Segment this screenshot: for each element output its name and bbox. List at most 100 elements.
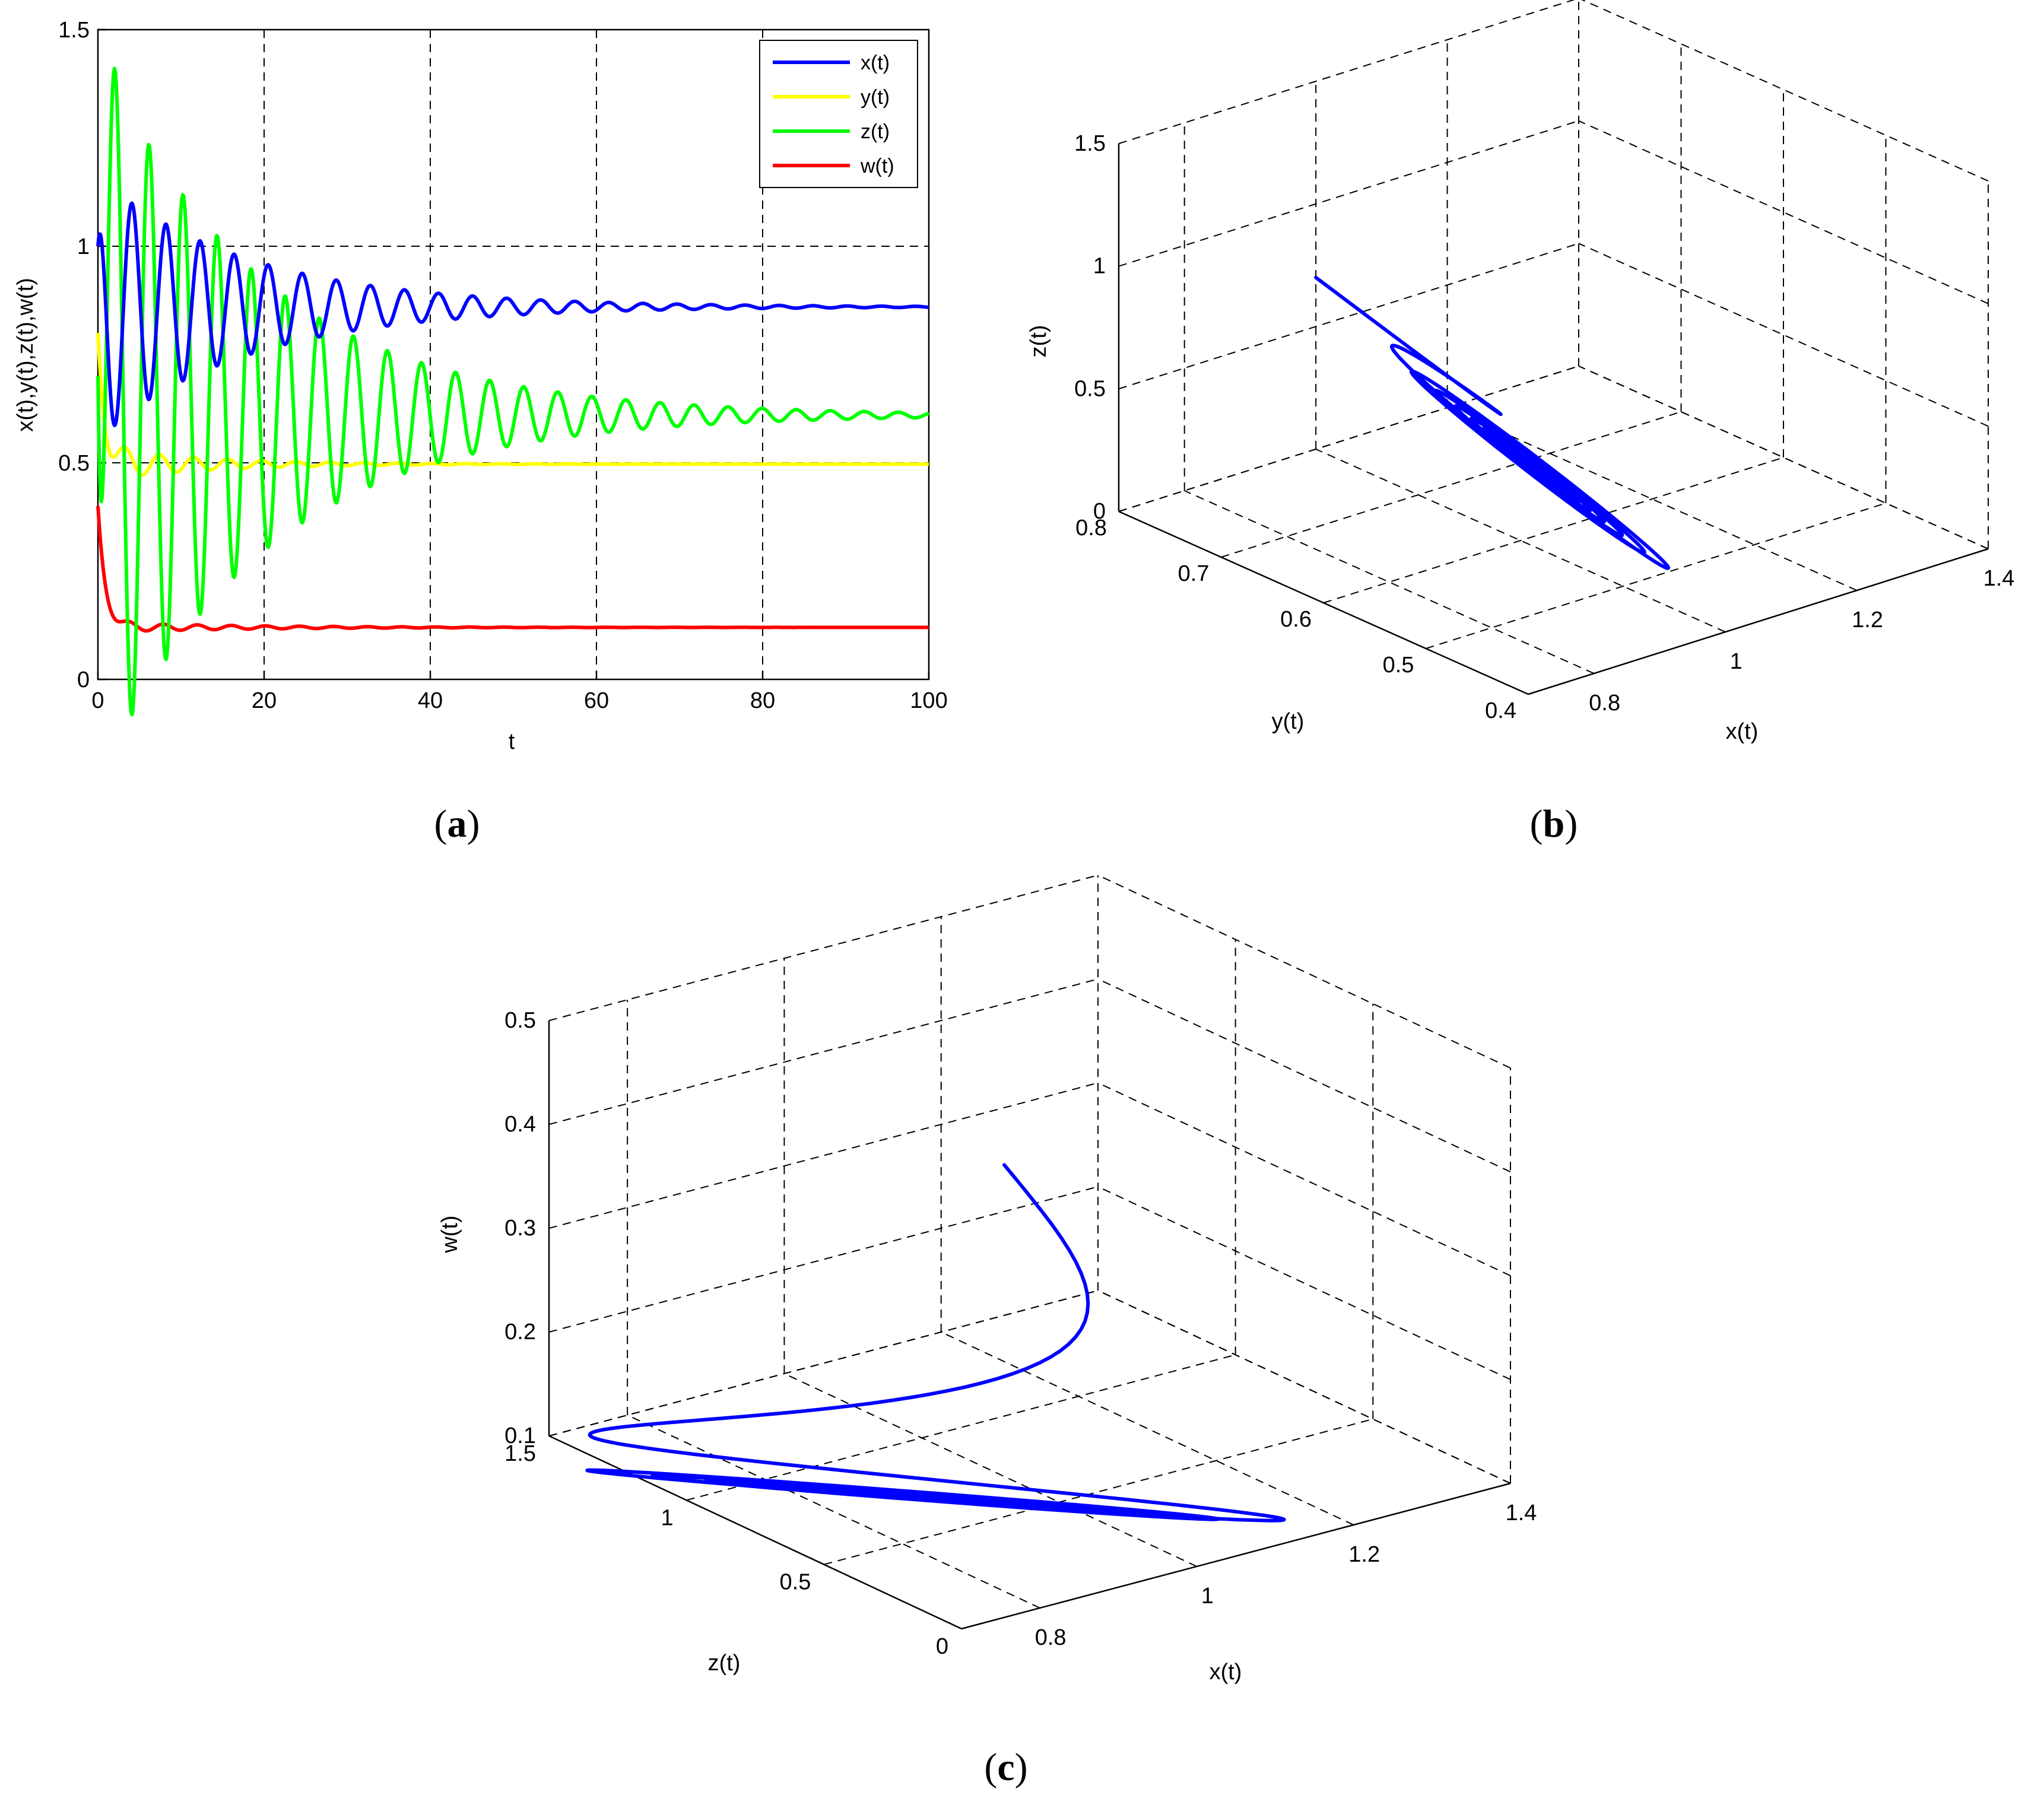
panel-b-ylabel: y(t): [1272, 709, 1305, 734]
panel-a-xtick-label: 0: [91, 688, 104, 713]
panel-c-y-axis: [548, 1435, 962, 1630]
panel-c-floor-grid: [548, 1290, 1099, 1436]
panel-c-floor-grid: [627, 1415, 1040, 1609]
panel-a-xlabel: t: [509, 729, 515, 754]
panel-b-floor-grid: [1447, 407, 1857, 591]
panel-b-ztick-label: 0: [1093, 499, 1106, 524]
panel-c-xtick-label: 0.8: [1035, 1625, 1067, 1650]
panel-b-ztick-label: 1.5: [1074, 131, 1106, 156]
panel-b-xtick-label: 1.2: [1852, 608, 1883, 633]
panel-b-back-grid: [1578, 366, 1989, 549]
panel-a-xtick-label: 80: [750, 688, 775, 713]
panel-b-chart: 0.811.21.40.40.50.60.70.800.511.5 x(t) y…: [1026, 0, 2014, 744]
panel-b-ytick-label: 0.7: [1178, 561, 1210, 586]
panel-c-floor-grid: [941, 1331, 1354, 1525]
panel-b-ytick-label: 0.5: [1383, 653, 1414, 678]
panel-a-ytick-label: 1: [77, 234, 90, 259]
panel-label-a: (a): [434, 802, 480, 846]
panel-b-ytick-label: 0.4: [1485, 698, 1516, 723]
panel-a-xtick-label: 40: [418, 688, 443, 713]
panel-c-back-grid: [548, 1290, 1099, 1436]
panel-a-series: [96, 66, 930, 717]
panel-a-ytick-label: 0: [77, 668, 90, 692]
panel-b-x-axis: [1528, 548, 1989, 695]
panel-c-back-grid: [1097, 1290, 1511, 1484]
panel-c-trajectory: [585, 1163, 1286, 1523]
panel-c-xtick-label: 1.4: [1506, 1501, 1537, 1525]
legend-label-w: w(t): [860, 155, 894, 177]
panel-a-ticks: 0 20 40 60 80 100 0 0.5 1 1.5: [58, 18, 948, 713]
panel-a-chart: 0 20 40 60 80 100 0 0.5 1 1.5 x(t) y(t) z(t) w(t)…: [13, 18, 948, 754]
legend-label-z: z(t): [861, 120, 890, 143]
panel-b-ticks: 0.811.21.40.40.50.60.70.800.511.5: [1074, 131, 2014, 723]
panel-c-ztick-label: 0.2: [504, 1320, 536, 1345]
panel-b-xlabel: x(t): [1726, 719, 1759, 744]
panel-a-xtick-label: 60: [584, 688, 609, 713]
panel-b-y-axis: [1118, 510, 1529, 695]
panel-c-ytick-label: 1: [661, 1505, 674, 1530]
panel-a-xtick-label: 100: [910, 688, 947, 713]
panel-b-ztick-label: 0.5: [1074, 376, 1106, 401]
panel-c-back-grid: [548, 1186, 1099, 1333]
panel-c-ytick-label: 0.5: [780, 1570, 811, 1595]
panel-c-ztick-label: 0.3: [504, 1216, 536, 1241]
panel-b-floor-grid: [1315, 449, 1726, 633]
panel-b-back-grid: [1118, 0, 1575, 144]
panel-a-legend: x(t) y(t) z(t) w(t): [759, 40, 918, 188]
panel-b-back-grid: [1581, 0, 1989, 182]
panel-b-floor-grid: [1323, 457, 1784, 603]
panel-c-back-grid: [1097, 875, 1511, 1069]
panel-label-c: (c): [984, 1746, 1027, 1789]
panel-c-back-grid: [548, 1082, 1099, 1229]
series-z-line: [96, 66, 930, 717]
panel-b-back-grid: [1118, 243, 1579, 390]
panel-c-x-axis: [961, 1482, 1511, 1630]
panel-c-ticks: 0.8 1 1.2 1.4 0 0.5 1 1.50.1 0.2 0.3 0.4 0.5: [504, 1008, 1537, 1659]
panel-c-ztick-label: 0.4: [504, 1112, 536, 1137]
legend-label-x: x(t): [861, 52, 890, 74]
panel-a-ylabel: x(t),y(t),z(t),w(t): [13, 278, 38, 432]
panel-b-ztick-label: 1: [1093, 254, 1106, 279]
panel-c-xtick-label: 1.2: [1348, 1542, 1380, 1567]
panel-b-xtick-label: 1.4: [1983, 566, 2015, 591]
panel-c-ylabel: z(t): [708, 1651, 741, 1676]
panel-b-zlabel: z(t): [1026, 325, 1051, 358]
panel-c-back-grid: [1097, 1186, 1511, 1380]
panel-b-floor-grid: [1184, 490, 1595, 674]
series-y-line: [96, 332, 930, 477]
panel-c-floor-grid: [686, 1354, 1236, 1501]
panel-label-b: (b): [1530, 802, 1578, 846]
panel-b-xtick-label: 1: [1730, 649, 1743, 674]
panel-b-trajectory: [1314, 275, 1671, 570]
panel-c-back-grid: [548, 978, 1099, 1125]
series-w-line: [96, 506, 930, 633]
panel-c-ytick-label: 0: [936, 1634, 948, 1659]
panel-b-back-grid: [1118, 366, 1579, 512]
series-x-line: [96, 201, 930, 427]
panel-c-chart: 0.8 1 1.2 1.4 0 0.5 1 1.50.1 0.2 0.3 0.4 0.5 x(t) z…: [437, 875, 1537, 1685]
panel-c-ytick-label: 1.5: [504, 1441, 536, 1466]
panel-a-xtick-label: 20: [252, 688, 277, 713]
legend-box: [759, 40, 918, 188]
panel-c-floor-grid: [824, 1418, 1373, 1565]
panel-b-back-grid: [1578, 120, 1989, 304]
panel-c-back-grid: [1097, 978, 1511, 1172]
panel-c-ztick-label: 0.1: [504, 1423, 536, 1448]
panel-c-box: [548, 875, 1511, 1630]
panel-c-xtick-label: 1: [1201, 1584, 1214, 1609]
panel-a-ytick-label: 1.5: [58, 18, 90, 43]
legend-label-y: y(t): [861, 86, 890, 109]
panel-c-back-grid: [1097, 1082, 1511, 1276]
panel-b-back-grid: [1578, 243, 1989, 427]
panel-c-back-grid: [548, 875, 1099, 1021]
panel-c-zlabel: w(t): [437, 1215, 462, 1253]
panel-b-floor-grid: [1221, 411, 1681, 558]
panel-c-floor-grid: [784, 1373, 1197, 1567]
panel-b-floor-grid: [1426, 503, 1886, 649]
panel-b-ytick-label: 0.6: [1280, 607, 1312, 632]
panel-a-ytick-label: 0.5: [58, 451, 90, 476]
panel-b-ytick-label: 0.8: [1075, 516, 1107, 541]
panel-b-xtick-label: 0.8: [1589, 691, 1620, 716]
panel-c-ztick-label: 0.5: [504, 1008, 536, 1033]
